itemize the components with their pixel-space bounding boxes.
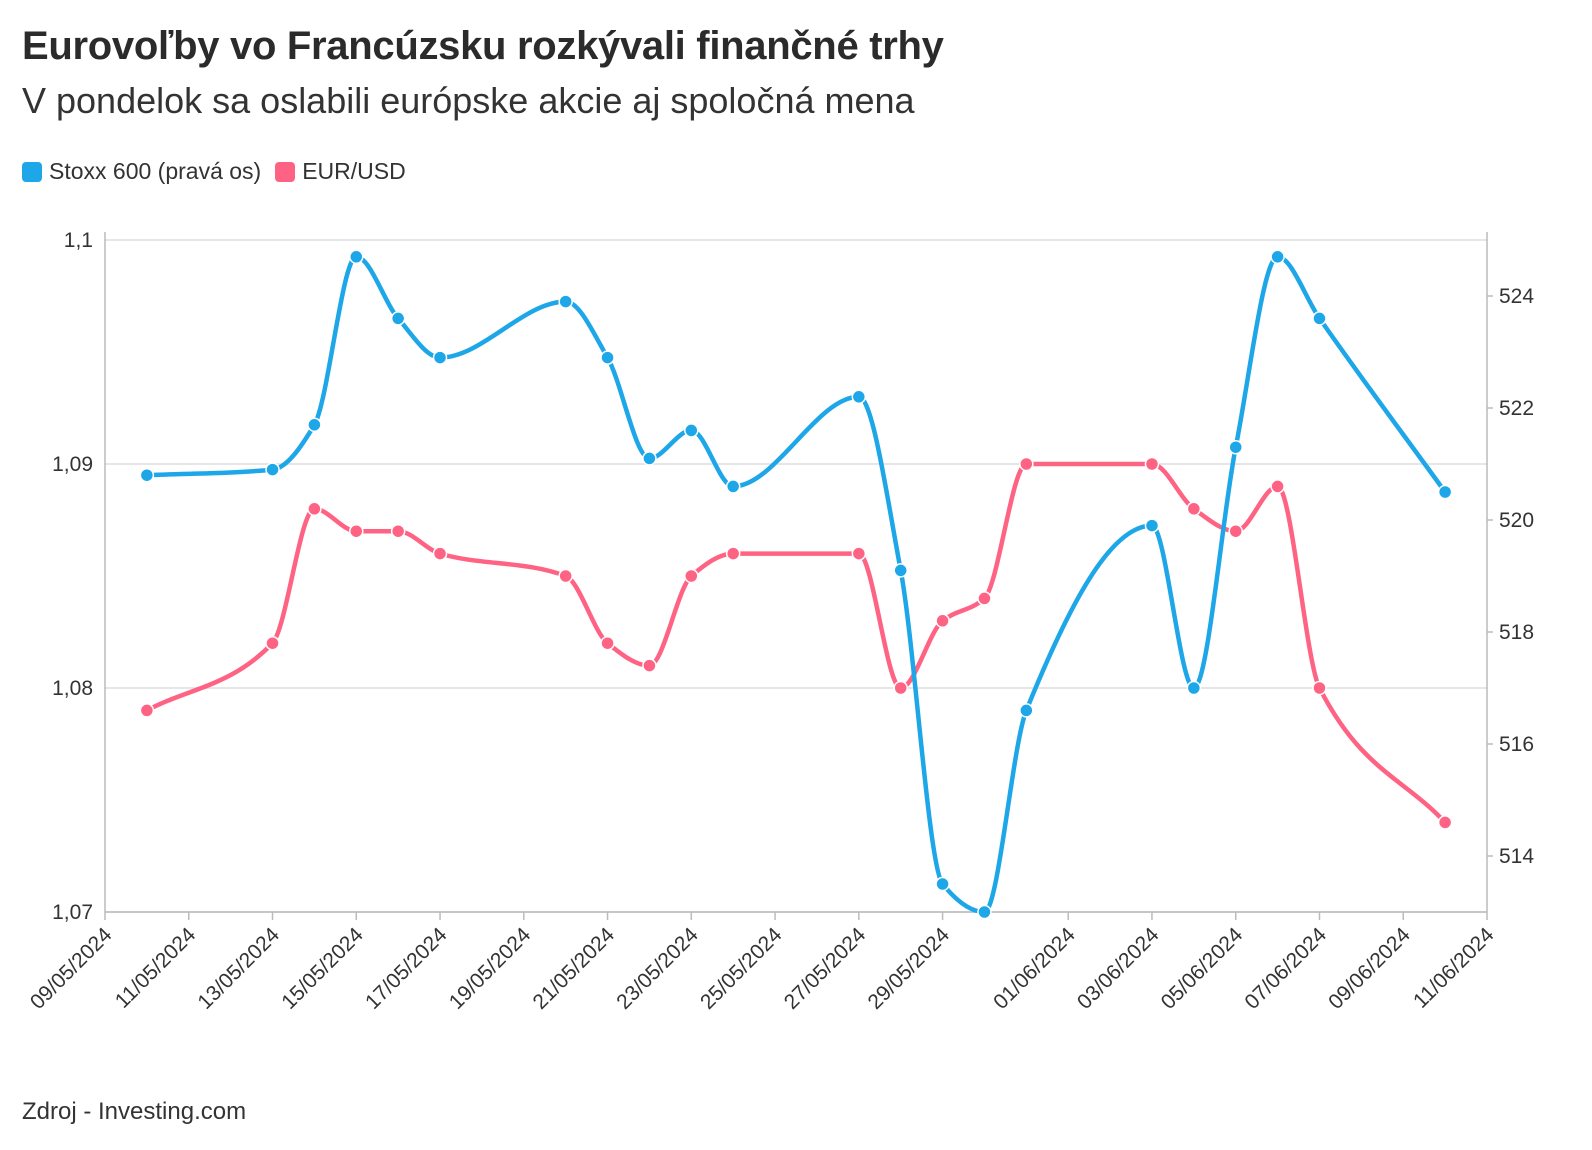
data-point-stoxx bbox=[725, 479, 741, 494]
data-point-eurusd bbox=[1186, 501, 1202, 517]
x-tick-label: 19/05/2024 bbox=[445, 923, 536, 1014]
x-tick-label: 15/05/2024 bbox=[277, 923, 368, 1014]
x-tick-label: 09/05/2024 bbox=[26, 923, 117, 1014]
data-point-eurusd bbox=[1312, 680, 1327, 696]
source-note: Zdroj - Investing.com bbox=[22, 1098, 247, 1125]
series-line-stoxx bbox=[144, 254, 1448, 915]
y-left-tick-label: 1,08 bbox=[52, 677, 93, 700]
y-right-tick-label: 524 bbox=[1499, 285, 1534, 308]
x-tick-label: 11/05/2024 bbox=[111, 923, 201, 1013]
data-point-stoxx bbox=[307, 417, 322, 433]
data-point-stoxx bbox=[1019, 703, 1034, 718]
x-tick-label: 23/05/2024 bbox=[612, 923, 703, 1014]
y-right-tick-label: 520 bbox=[1499, 509, 1534, 532]
legend-item-stoxx[interactable]: Stoxx 600 (pravá os) bbox=[22, 158, 261, 185]
y-right-tick-label: 522 bbox=[1499, 397, 1534, 420]
x-tick-label: 21/05/2024 bbox=[528, 923, 619, 1014]
data-point-eurusd bbox=[265, 635, 280, 651]
data-point-eurusd bbox=[390, 523, 406, 539]
x-tick-label: 25/05/2024 bbox=[696, 923, 787, 1014]
data-point-eurusd bbox=[642, 658, 657, 673]
data-point-eurusd bbox=[1228, 523, 1243, 539]
data-point-eurusd bbox=[307, 501, 322, 517]
x-tick-label: 17/05/2024 bbox=[361, 923, 452, 1014]
legend-item-eurusd[interactable]: EUR/USD bbox=[275, 158, 406, 185]
legend: Stoxx 600 (pravá os) EUR/USD bbox=[22, 158, 420, 185]
x-tick-label: 07/06/2024 bbox=[1240, 923, 1331, 1014]
series-line-eurusd bbox=[144, 461, 1448, 825]
data-point-stoxx bbox=[1437, 484, 1453, 500]
x-tick-label: 27/05/2024 bbox=[780, 923, 871, 1014]
legend-swatch-eurusd bbox=[275, 161, 296, 182]
data-point-stoxx bbox=[1186, 680, 1202, 696]
y-left-tick-label: 1,09 bbox=[52, 453, 93, 476]
x-tick-label: 29/05/2024 bbox=[864, 923, 955, 1014]
y-left-tick-label: 1,07 bbox=[52, 901, 93, 924]
data-point-eurusd bbox=[432, 546, 448, 561]
data-point-stoxx bbox=[349, 249, 364, 265]
data-point-stoxx bbox=[1270, 249, 1285, 265]
data-point-stoxx bbox=[265, 462, 280, 477]
data-point-eurusd bbox=[935, 613, 950, 629]
y-right-tick-label: 516 bbox=[1499, 733, 1534, 756]
data-point-eurusd bbox=[1019, 456, 1034, 472]
x-tick-label: 11/06/2024 bbox=[1409, 923, 1499, 1013]
data-point-eurusd bbox=[139, 703, 155, 718]
x-tick-label: 01/06/2024 bbox=[989, 923, 1080, 1014]
data-point-stoxx bbox=[684, 423, 699, 438]
data-point-eurusd bbox=[893, 680, 908, 696]
legend-label-eurusd: EUR/USD bbox=[302, 158, 406, 184]
chart-subtitle: V pondelok sa oslabili európske akcie aj… bbox=[22, 80, 915, 121]
data-point-stoxx bbox=[1228, 439, 1243, 455]
data-point-eurusd bbox=[725, 546, 741, 561]
x-tick-label: 09/06/2024 bbox=[1324, 923, 1415, 1014]
data-point-stoxx bbox=[139, 467, 155, 483]
data-point-eurusd bbox=[851, 546, 867, 561]
legend-label-stoxx: Stoxx 600 (pravá os) bbox=[49, 158, 262, 184]
line-chart: 1,07 1,08 1,09 1,1 514 516 518 520 522 524 09/05/2… bbox=[26, 229, 1534, 1014]
data-point-eurusd bbox=[600, 635, 615, 651]
data-point-stoxx bbox=[390, 311, 406, 326]
data-point-eurusd bbox=[1270, 479, 1285, 494]
data-point-eurusd bbox=[349, 523, 364, 539]
data-point-stoxx bbox=[893, 563, 908, 578]
x-tick-label: 05/06/2024 bbox=[1157, 923, 1248, 1014]
data-point-stoxx bbox=[935, 876, 950, 892]
data-point-stoxx bbox=[642, 451, 657, 466]
y-right-tick-label: 514 bbox=[1499, 845, 1534, 868]
data-point-stoxx bbox=[977, 904, 992, 920]
data-point-eurusd bbox=[558, 568, 573, 584]
data-point-stoxx bbox=[1312, 311, 1327, 326]
data-point-stoxx bbox=[1144, 518, 1160, 533]
x-tick-label: 13/05/2024 bbox=[193, 923, 284, 1014]
data-point-eurusd bbox=[1144, 456, 1160, 472]
x-tick-label: 03/06/2024 bbox=[1073, 923, 1164, 1014]
data-point-stoxx bbox=[851, 389, 867, 405]
y-left-tick-label: 1,1 bbox=[64, 229, 93, 252]
data-point-stoxx bbox=[558, 294, 573, 309]
data-point-eurusd bbox=[977, 591, 992, 606]
data-point-eurusd bbox=[684, 568, 699, 584]
chart-title: Eurovoľby vo Francúzsku rozkývali finanč… bbox=[22, 24, 944, 68]
data-point-stoxx bbox=[600, 350, 615, 365]
y-right-tick-label: 518 bbox=[1499, 621, 1534, 644]
data-point-eurusd bbox=[1437, 815, 1453, 830]
legend-swatch-stoxx bbox=[22, 161, 42, 182]
data-point-stoxx bbox=[432, 350, 448, 365]
